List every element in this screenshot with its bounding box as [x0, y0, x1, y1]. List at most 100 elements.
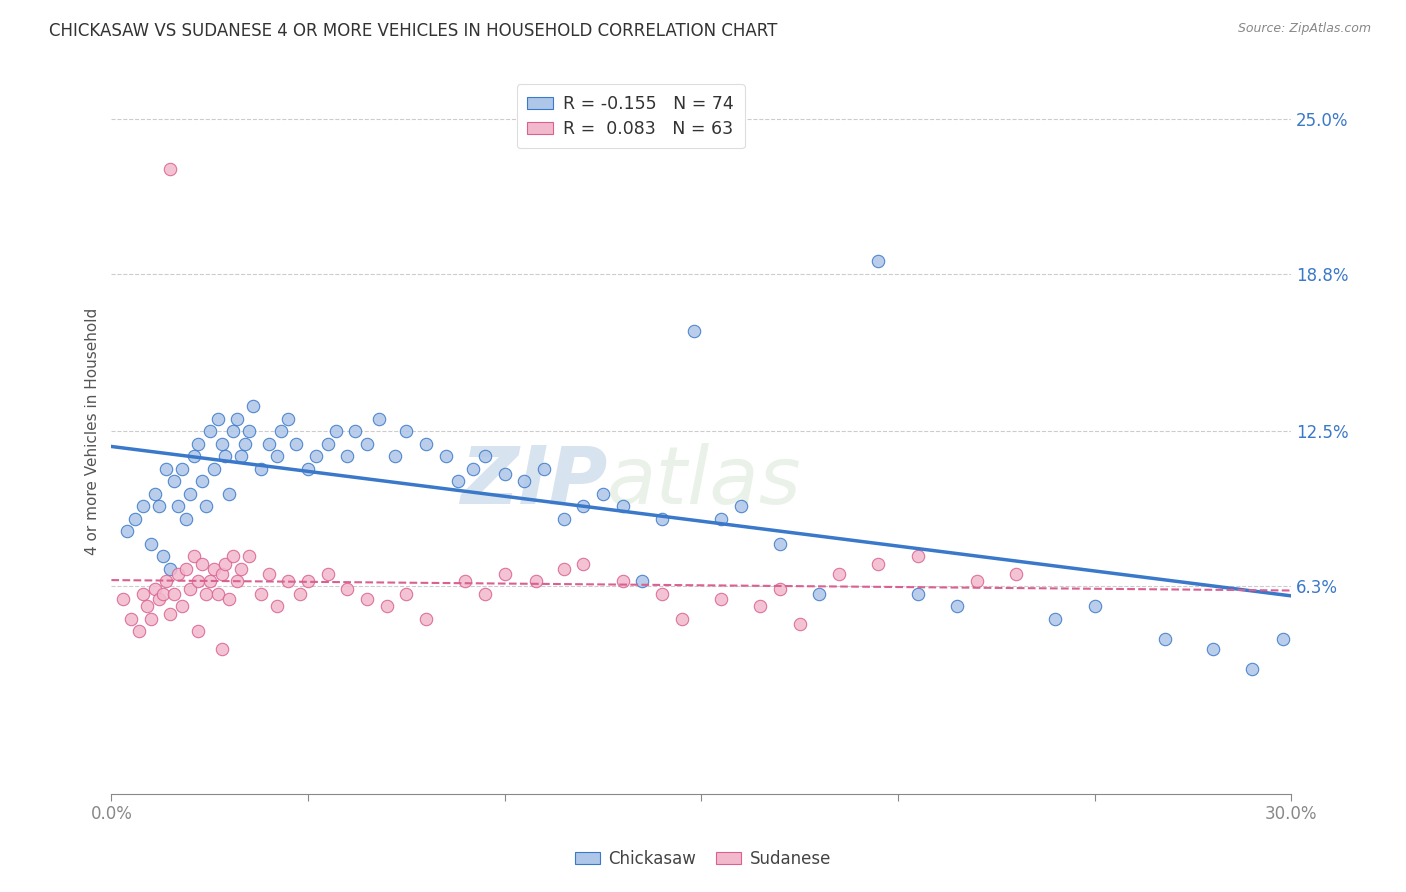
Point	[250, 461, 273, 475]
Point	[148, 591, 170, 606]
Point	[682, 324, 704, 338]
Point	[214, 449, 236, 463]
Point	[277, 411, 299, 425]
Point	[172, 461, 194, 475]
Point	[233, 436, 256, 450]
Point	[159, 561, 181, 575]
Point	[112, 591, 135, 606]
Point	[290, 587, 312, 601]
Point	[1240, 662, 1263, 676]
Point	[553, 511, 575, 525]
Point	[494, 467, 516, 481]
Point	[868, 557, 890, 571]
Point	[828, 566, 851, 581]
Point	[415, 436, 437, 450]
Text: Source: ZipAtlas.com: Source: ZipAtlas.com	[1237, 22, 1371, 36]
Point	[163, 587, 186, 601]
Point	[214, 557, 236, 571]
Point	[631, 574, 654, 588]
Y-axis label: 4 or more Vehicles in Household: 4 or more Vehicles in Household	[86, 308, 100, 555]
Point	[194, 587, 217, 601]
Point	[202, 561, 225, 575]
Point	[257, 566, 280, 581]
Point	[325, 424, 347, 438]
Point	[139, 612, 162, 626]
Point	[183, 449, 205, 463]
Point	[179, 582, 201, 596]
Point	[167, 499, 190, 513]
Point	[202, 461, 225, 475]
Point	[211, 436, 233, 450]
Point	[1201, 641, 1223, 656]
Point	[474, 587, 496, 601]
Point	[463, 461, 485, 475]
Point	[297, 461, 319, 475]
Point	[238, 424, 260, 438]
Point	[316, 436, 339, 450]
Point	[868, 254, 890, 268]
Point	[454, 574, 477, 588]
Point	[143, 582, 166, 596]
Point	[356, 436, 378, 450]
Point	[395, 424, 418, 438]
Point	[132, 587, 155, 601]
Point	[155, 574, 177, 588]
Point	[226, 574, 249, 588]
Point	[120, 612, 142, 626]
Point	[257, 436, 280, 450]
Point	[966, 574, 988, 588]
Point	[226, 411, 249, 425]
Point	[187, 624, 209, 639]
Point	[187, 574, 209, 588]
Point	[163, 474, 186, 488]
Point	[671, 612, 693, 626]
Point	[152, 549, 174, 563]
Point	[148, 499, 170, 513]
Point	[187, 436, 209, 450]
Point	[769, 582, 792, 596]
Point	[207, 411, 229, 425]
Point	[191, 474, 214, 488]
Point	[231, 561, 253, 575]
Point	[494, 566, 516, 581]
Point	[749, 599, 772, 614]
Point	[384, 449, 406, 463]
Point	[231, 449, 253, 463]
Point	[242, 399, 264, 413]
Point	[769, 536, 792, 550]
Point	[207, 587, 229, 601]
Point	[907, 587, 929, 601]
Point	[128, 624, 150, 639]
Point	[612, 499, 634, 513]
Point	[730, 499, 752, 513]
Point	[172, 599, 194, 614]
Point	[211, 566, 233, 581]
Point	[474, 449, 496, 463]
Point	[336, 449, 359, 463]
Point	[316, 566, 339, 581]
Point	[946, 599, 969, 614]
Point	[174, 561, 197, 575]
Point	[159, 607, 181, 621]
Point	[612, 574, 634, 588]
Point	[524, 574, 547, 588]
Point	[218, 591, 240, 606]
Point	[533, 461, 555, 475]
Point	[651, 511, 673, 525]
Point	[167, 566, 190, 581]
Point	[375, 599, 398, 614]
Text: CHICKASAW VS SUDANESE 4 OR MORE VEHICLES IN HOUSEHOLD CORRELATION CHART: CHICKASAW VS SUDANESE 4 OR MORE VEHICLES…	[49, 22, 778, 40]
Point	[238, 549, 260, 563]
Point	[266, 449, 288, 463]
Point	[139, 536, 162, 550]
Point	[135, 599, 157, 614]
Point	[710, 511, 733, 525]
Point	[155, 461, 177, 475]
Point	[651, 587, 673, 601]
Point	[395, 587, 418, 601]
Point	[789, 616, 811, 631]
Point	[1272, 632, 1295, 646]
Point	[222, 424, 245, 438]
Text: ZIP: ZIP	[460, 442, 607, 521]
Point	[159, 161, 181, 176]
